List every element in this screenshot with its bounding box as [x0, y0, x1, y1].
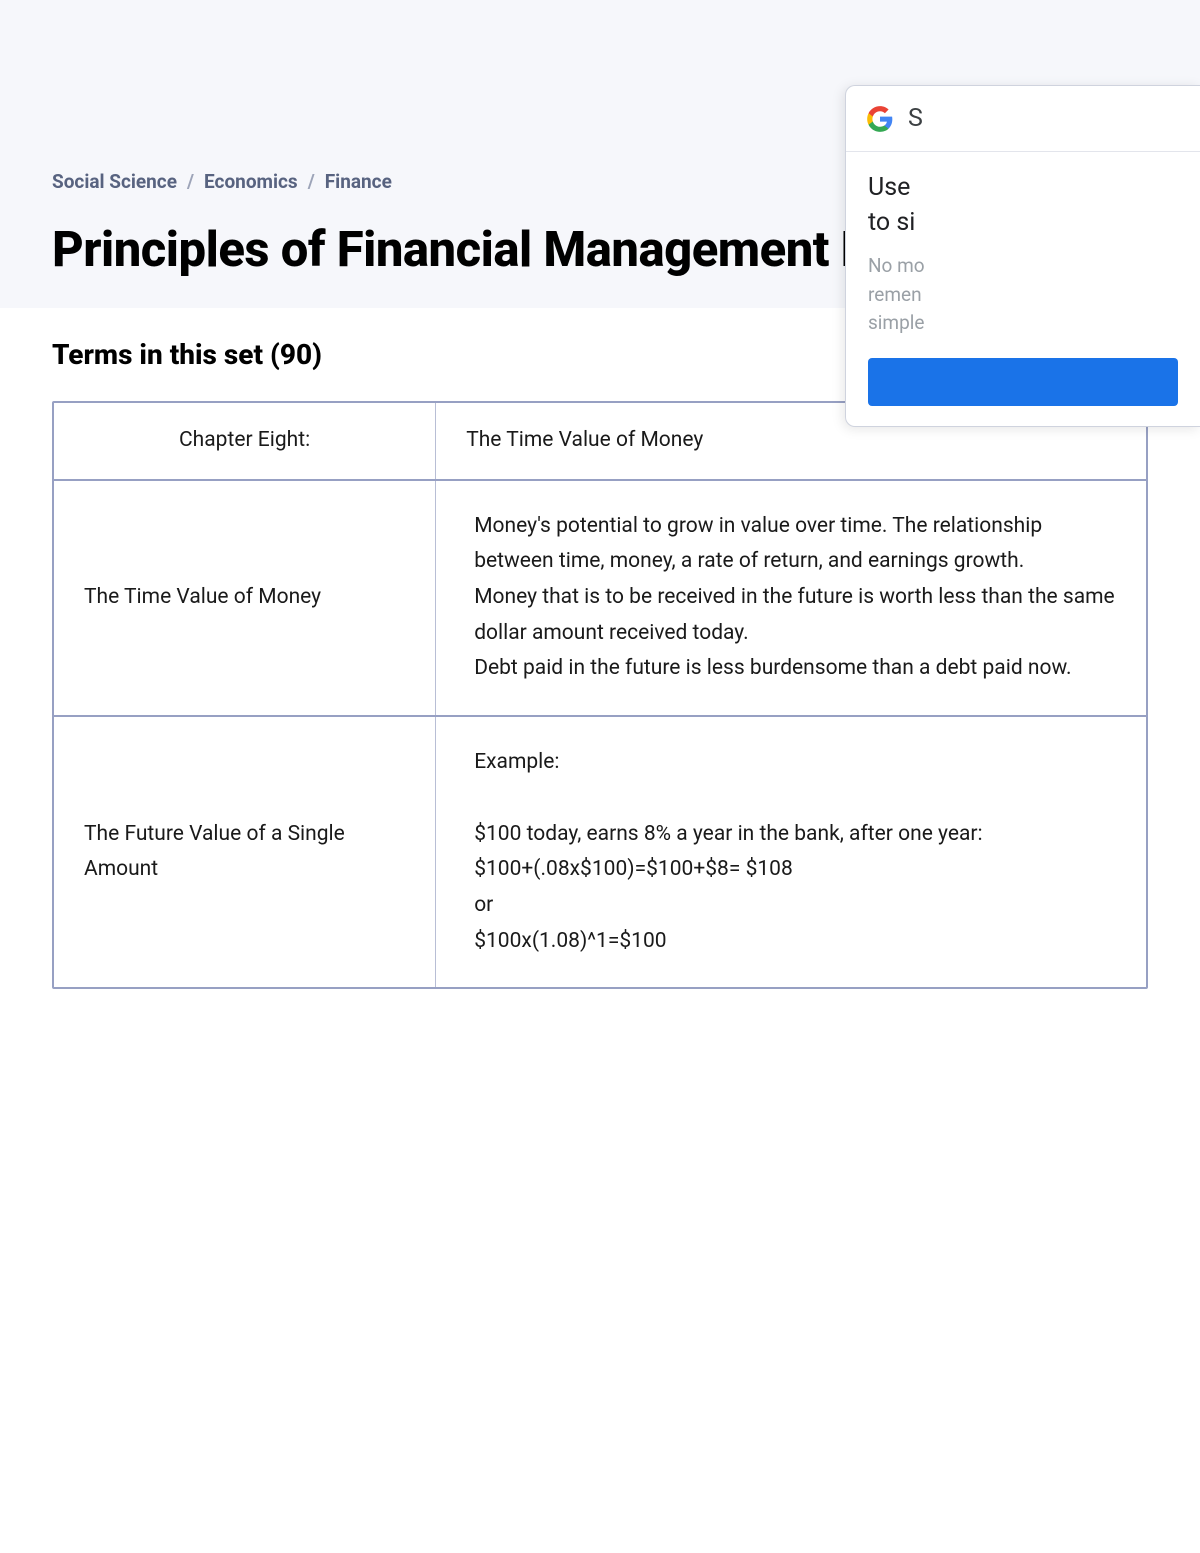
breadcrumb-link-social-science[interactable]: Social Science: [52, 170, 177, 193]
table-row[interactable]: The Time Value of Money Money's potentia…: [54, 481, 1146, 717]
popup-subtitle: No mo remen simple: [868, 252, 1178, 338]
term-label: The Future Value of a Single Amount: [54, 717, 436, 987]
popup-subtitle-line3: simple: [868, 311, 924, 334]
popup-title-line1: Use: [868, 173, 910, 202]
google-signin-popup: S Use to si No mo remen simple: [845, 85, 1200, 427]
term-label: The Time Value of Money: [54, 481, 436, 715]
breadcrumb-link-economics[interactable]: Economics: [204, 170, 298, 193]
popup-body: Use to si No mo remen simple: [846, 152, 1200, 426]
popup-header-text: S: [908, 104, 923, 133]
popup-header: S: [846, 86, 1200, 152]
popup-title-line2: to si: [868, 208, 915, 237]
popup-signin-button[interactable]: [868, 358, 1178, 406]
table-row[interactable]: The Future Value of a Single Amount Exam…: [54, 717, 1146, 987]
popup-subtitle-line2: remen: [868, 283, 922, 306]
term-label: Chapter Eight:: [54, 403, 436, 479]
terms-table: Chapter Eight: The Time Value of Money T…: [52, 401, 1148, 989]
breadcrumb-link-finance[interactable]: Finance: [325, 170, 392, 193]
term-definition: Money's potential to grow in value over …: [436, 481, 1146, 715]
google-logo-icon: [866, 105, 894, 133]
term-definition: Example: $100 today, earns 8% a year in …: [436, 717, 1146, 987]
breadcrumb-separator: /: [308, 170, 315, 193]
popup-subtitle-line1: No mo: [868, 254, 925, 277]
popup-title: Use to si: [868, 170, 1178, 240]
breadcrumb-separator: /: [187, 170, 194, 193]
